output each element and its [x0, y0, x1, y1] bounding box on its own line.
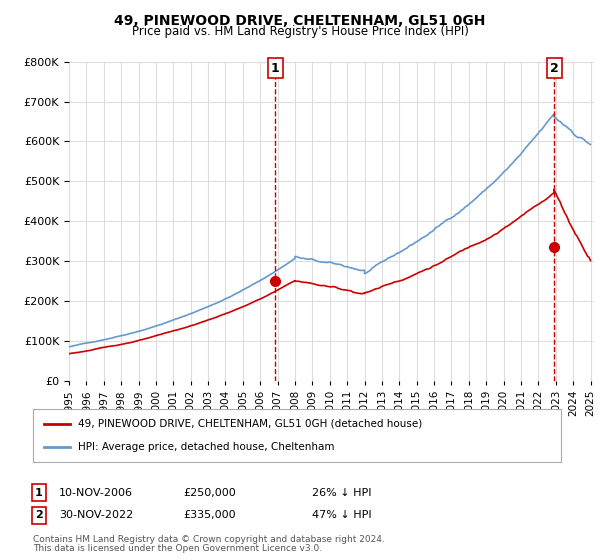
Text: £250,000: £250,000	[184, 488, 236, 498]
Text: 10-NOV-2006: 10-NOV-2006	[59, 488, 133, 498]
Text: This data is licensed under the Open Government Licence v3.0.: This data is licensed under the Open Gov…	[33, 544, 322, 553]
Text: HPI: Average price, detached house, Cheltenham: HPI: Average price, detached house, Chel…	[78, 442, 334, 452]
Text: 2: 2	[35, 510, 43, 520]
Text: 1: 1	[271, 62, 280, 74]
Text: Contains HM Land Registry data © Crown copyright and database right 2024.: Contains HM Land Registry data © Crown c…	[33, 535, 385, 544]
Text: 49, PINEWOOD DRIVE, CHELTENHAM, GL51 0GH: 49, PINEWOOD DRIVE, CHELTENHAM, GL51 0GH	[115, 14, 485, 28]
Text: Price paid vs. HM Land Registry's House Price Index (HPI): Price paid vs. HM Land Registry's House …	[131, 25, 469, 38]
Text: 1: 1	[35, 488, 43, 498]
Text: 47% ↓ HPI: 47% ↓ HPI	[312, 510, 371, 520]
Text: 26% ↓ HPI: 26% ↓ HPI	[312, 488, 371, 498]
Text: 49, PINEWOOD DRIVE, CHELTENHAM, GL51 0GH (detached house): 49, PINEWOOD DRIVE, CHELTENHAM, GL51 0GH…	[78, 419, 422, 429]
Text: 30-NOV-2022: 30-NOV-2022	[59, 510, 133, 520]
Text: 2: 2	[550, 62, 559, 74]
Text: £335,000: £335,000	[184, 510, 236, 520]
